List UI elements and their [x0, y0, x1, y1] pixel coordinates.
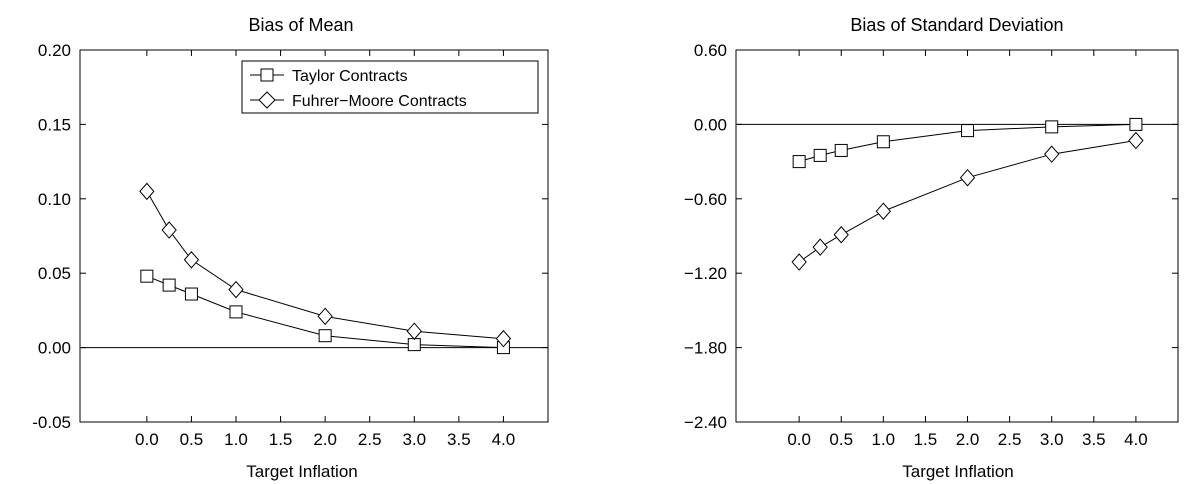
data-point-diamond: [317, 307, 333, 326]
y-tick-label: 0.10: [38, 190, 71, 209]
legend-label-taylor: Taylor Contracts: [292, 68, 408, 85]
x-tick-label: 4.0: [1124, 430, 1148, 449]
x-tick-label: 0.5: [829, 430, 853, 449]
data-point-square: [834, 143, 848, 157]
data-point-diamond: [812, 238, 828, 256]
chart-bias-of-mean: Bias of Mean Target Inflation 0.20 0.15 0.…: [32, 15, 549, 481]
chart-title: Bias of Standard Deviation: [850, 15, 1063, 35]
chart-bias-of-standard-deviation: Bias of Standard Deviation Target Inflat…: [684, 15, 1179, 481]
data-point-diamond: [161, 221, 177, 239]
series-line-fuhrer-moore: [798, 140, 1136, 263]
x-tick-label: 3.0: [1040, 430, 1064, 449]
x-tick-label: 0.0: [787, 430, 811, 449]
y-tick-label: −0.60: [684, 190, 727, 209]
y-tick-label: 0.15: [38, 115, 71, 134]
data-point-diamond: [1044, 145, 1060, 163]
data-point-square: [184, 287, 198, 301]
y-tick-label: 0.05: [38, 264, 71, 283]
data-point-diamond: [139, 182, 155, 201]
data-point-diamond: [228, 280, 244, 299]
data-point-square: [1045, 120, 1059, 134]
x-axis-label: Target Inflation: [246, 462, 358, 481]
plot-frame: [735, 49, 1179, 423]
x-tick-label: 3.0: [402, 430, 426, 449]
data-point-square: [961, 124, 975, 138]
y-tick-label: −2.40: [684, 413, 727, 432]
data-point-square: [229, 305, 243, 319]
legend-label-fuhrer-moore: Fuhrer−Moore Contracts: [292, 93, 467, 110]
x-tick-label: 0.0: [135, 430, 159, 449]
y-tick-label: 0.60: [694, 41, 727, 60]
x-tick-label: 2.0: [313, 430, 337, 449]
data-point-square: [876, 135, 890, 149]
data-point-diamond: [959, 168, 976, 187]
data-point-diamond: [1128, 131, 1144, 150]
x-tick-label: 1.0: [224, 430, 248, 449]
x-axis-label: Target Inflation: [902, 462, 1014, 481]
y-tick-label: 0.20: [38, 41, 71, 60]
x-tick-label: 2.5: [358, 430, 382, 449]
x-tick-label: 1.5: [914, 430, 938, 449]
data-point-diamond: [875, 202, 891, 220]
y-tick-label: 0.00: [694, 115, 727, 134]
plot-frame: [79, 49, 549, 423]
x-tick-label: 1.0: [872, 430, 896, 449]
data-point-diamond: [833, 226, 849, 244]
data-point-square: [813, 148, 827, 162]
data-point-square: [140, 269, 154, 283]
x-tick-label: 1.5: [269, 430, 293, 449]
x-tick-label: 3.5: [1082, 430, 1106, 449]
data-point-square: [318, 329, 332, 343]
y-tick-label: -0.05: [32, 413, 71, 432]
x-tick-label: 2.0: [956, 430, 980, 449]
x-tick-label: 2.5: [998, 430, 1022, 449]
data-point-diamond: [791, 253, 807, 271]
data-point-square: [792, 155, 806, 169]
data-point-diamond: [183, 251, 200, 269]
data-point-square: [1129, 117, 1143, 131]
legend-marker-square: [260, 68, 274, 82]
legend: Taylor Contracts Fuhrer−Moore Contracts: [241, 60, 539, 114]
y-tick-label: −1.80: [684, 339, 727, 358]
data-point-diamond: [406, 322, 422, 340]
y-tick-label: −1.20: [684, 264, 727, 283]
chart-title: Bias of Mean: [248, 15, 353, 35]
x-tick-label: 0.5: [180, 430, 204, 449]
data-point-square: [407, 338, 421, 352]
x-tick-label: 4.0: [492, 430, 516, 449]
x-tick-label: 3.5: [447, 430, 471, 449]
data-point-square: [162, 278, 176, 292]
legend-marker-diamond: [258, 91, 276, 109]
data-point-diamond: [495, 329, 512, 348]
y-tick-label: 0.00: [38, 339, 71, 358]
legend-box: [241, 60, 539, 114]
